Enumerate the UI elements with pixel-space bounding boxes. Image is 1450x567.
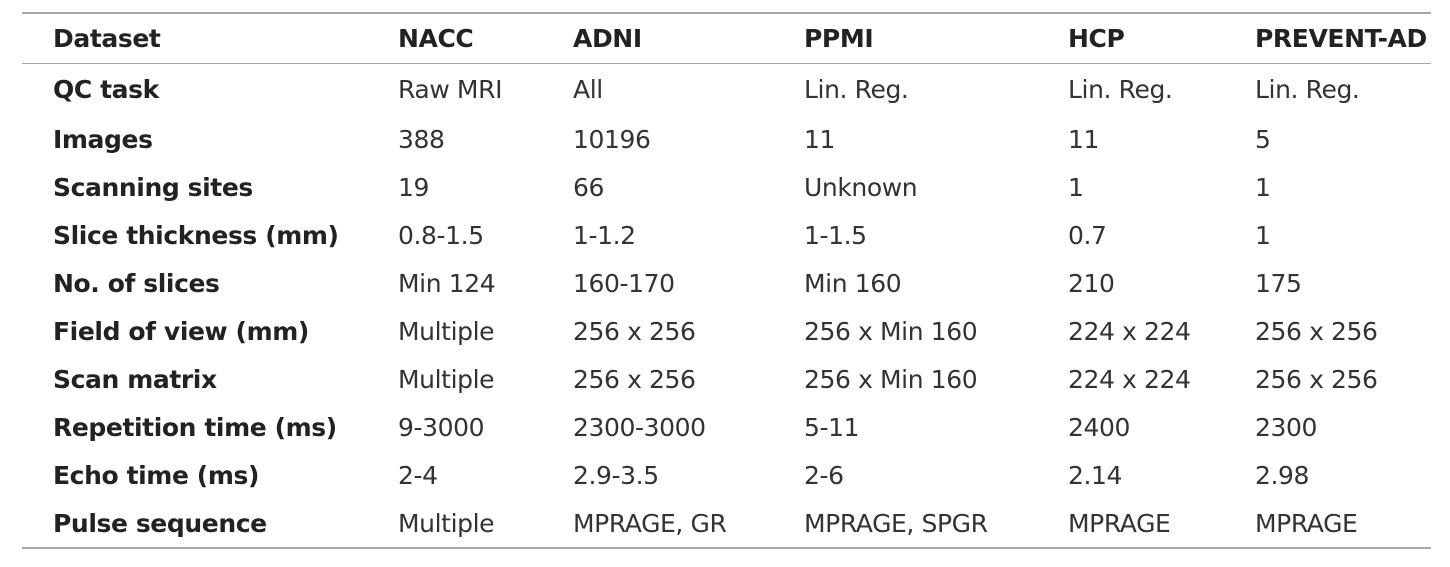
table-cell: 256 x Min 160 bbox=[804, 364, 978, 394]
table-cell: 10196 bbox=[573, 124, 651, 154]
table-cell: Lin. Reg. bbox=[1068, 75, 1173, 104]
table-cell: 0.7 bbox=[1068, 220, 1107, 250]
table-cell: Unknown bbox=[804, 172, 918, 202]
table-cell: 19 bbox=[398, 172, 430, 202]
table-cell: Min 160 bbox=[804, 268, 902, 298]
table-cell: Multiple bbox=[398, 508, 495, 538]
table-row: Slice thickness (mm) 0.8-1.5 1-1.2 1-1.5… bbox=[22, 211, 1431, 259]
row-label: No. of slices bbox=[53, 268, 220, 298]
header-prevent-ad: PREVENT-AD bbox=[1255, 24, 1427, 53]
table-cell: 2300 bbox=[1255, 412, 1318, 442]
table-cell: Raw MRI bbox=[398, 75, 503, 104]
table-cell: 2300-3000 bbox=[573, 412, 706, 442]
table-row: QC task Raw MRI All Lin. Reg. Lin. Reg. … bbox=[22, 64, 1431, 116]
table-cell: 175 bbox=[1255, 268, 1302, 298]
table-cell: 210 bbox=[1068, 268, 1115, 298]
table-cell: 224 x 224 bbox=[1068, 316, 1191, 346]
table-row: No. of slices Min 124 160-170 Min 160 21… bbox=[22, 259, 1431, 307]
row-label: Echo time (ms) bbox=[53, 460, 259, 490]
row-label: QC task bbox=[53, 75, 159, 104]
table-cell: 2400 bbox=[1068, 412, 1131, 442]
table-cell: 388 bbox=[398, 124, 445, 154]
table-cell: MPRAGE bbox=[1068, 508, 1171, 538]
table-cell: 1 bbox=[1255, 220, 1271, 250]
table-cell: 0.8-1.5 bbox=[398, 220, 484, 250]
header-adni: ADNI bbox=[573, 24, 642, 53]
row-label: Images bbox=[53, 124, 153, 154]
table-cell: 2-4 bbox=[398, 460, 438, 490]
table-cell: 256 x 256 bbox=[573, 316, 696, 346]
table-cell: All bbox=[573, 75, 603, 104]
table-cell: 2.98 bbox=[1255, 460, 1310, 490]
table-cell: 1 bbox=[1068, 172, 1084, 202]
table-cell: 1 bbox=[1255, 172, 1271, 202]
table-cell: 1-1.2 bbox=[573, 220, 636, 250]
table-cell: 11 bbox=[804, 124, 836, 154]
table-cell: Multiple bbox=[398, 316, 495, 346]
table-row: Scanning sites 19 66 Unknown 1 1 bbox=[22, 163, 1431, 211]
table-row: Echo time (ms) 2-4 2.9-3.5 2-6 2.14 2.98 bbox=[22, 451, 1431, 499]
table-cell: 11 bbox=[1068, 124, 1100, 154]
table-cell: Lin. Reg. bbox=[804, 75, 909, 104]
table-cell: Min 124 bbox=[398, 268, 496, 298]
table-row: Field of view (mm) Multiple 256 x 256 25… bbox=[22, 307, 1431, 355]
table-row: Pulse sequence Multiple MPRAGE, GR MPRAG… bbox=[22, 499, 1431, 548]
table-cell: 66 bbox=[573, 172, 605, 202]
table-cell: Multiple bbox=[398, 364, 495, 394]
table-cell: 5 bbox=[1255, 124, 1271, 154]
table-cell: 9-3000 bbox=[398, 412, 485, 442]
header-dataset: Dataset bbox=[53, 24, 161, 53]
table-cell: 2-6 bbox=[804, 460, 844, 490]
table-cell: 2.9-3.5 bbox=[573, 460, 659, 490]
table-row: Images 388 10196 11 11 5 bbox=[22, 115, 1431, 163]
row-label: Field of view (mm) bbox=[53, 316, 309, 346]
dataset-table-container: Dataset NACC ADNI PPMI HCP PREVENT-AD QC… bbox=[22, 12, 1431, 549]
table-cell: MPRAGE, GR bbox=[573, 508, 727, 538]
table-cell: 256 x 256 bbox=[573, 364, 696, 394]
table-cell: MPRAGE bbox=[1255, 508, 1358, 538]
table-cell: 256 x Min 160 bbox=[804, 316, 978, 346]
header-hcp: HCP bbox=[1068, 24, 1125, 53]
header-ppmi: PPMI bbox=[804, 24, 874, 53]
row-label: Slice thickness (mm) bbox=[53, 220, 339, 250]
table-cell: 5-11 bbox=[804, 412, 860, 442]
table-cell: 2.14 bbox=[1068, 460, 1123, 490]
table-cell: 256 x 256 bbox=[1255, 316, 1378, 346]
row-label: Scan matrix bbox=[53, 364, 217, 394]
header-nacc: NACC bbox=[398, 24, 474, 53]
row-label: Pulse sequence bbox=[53, 508, 267, 538]
table-cell: 256 x 256 bbox=[1255, 364, 1378, 394]
table-row: Repetition time (ms) 9-3000 2300-3000 5-… bbox=[22, 403, 1431, 451]
table-cell: MPRAGE, SPGR bbox=[804, 508, 988, 538]
row-label: Scanning sites bbox=[53, 172, 253, 202]
dataset-table: Dataset NACC ADNI PPMI HCP PREVENT-AD QC… bbox=[22, 12, 1431, 549]
row-label: Repetition time (ms) bbox=[53, 412, 337, 442]
table-cell: 160-170 bbox=[573, 268, 675, 298]
table-cell: 1-1.5 bbox=[804, 220, 867, 250]
table-cell: 224 x 224 bbox=[1068, 364, 1191, 394]
table-header-row: Dataset NACC ADNI PPMI HCP PREVENT-AD bbox=[22, 13, 1431, 64]
table-cell: Lin. Reg. bbox=[1255, 75, 1360, 104]
table-row: Scan matrix Multiple 256 x 256 256 x Min… bbox=[22, 355, 1431, 403]
